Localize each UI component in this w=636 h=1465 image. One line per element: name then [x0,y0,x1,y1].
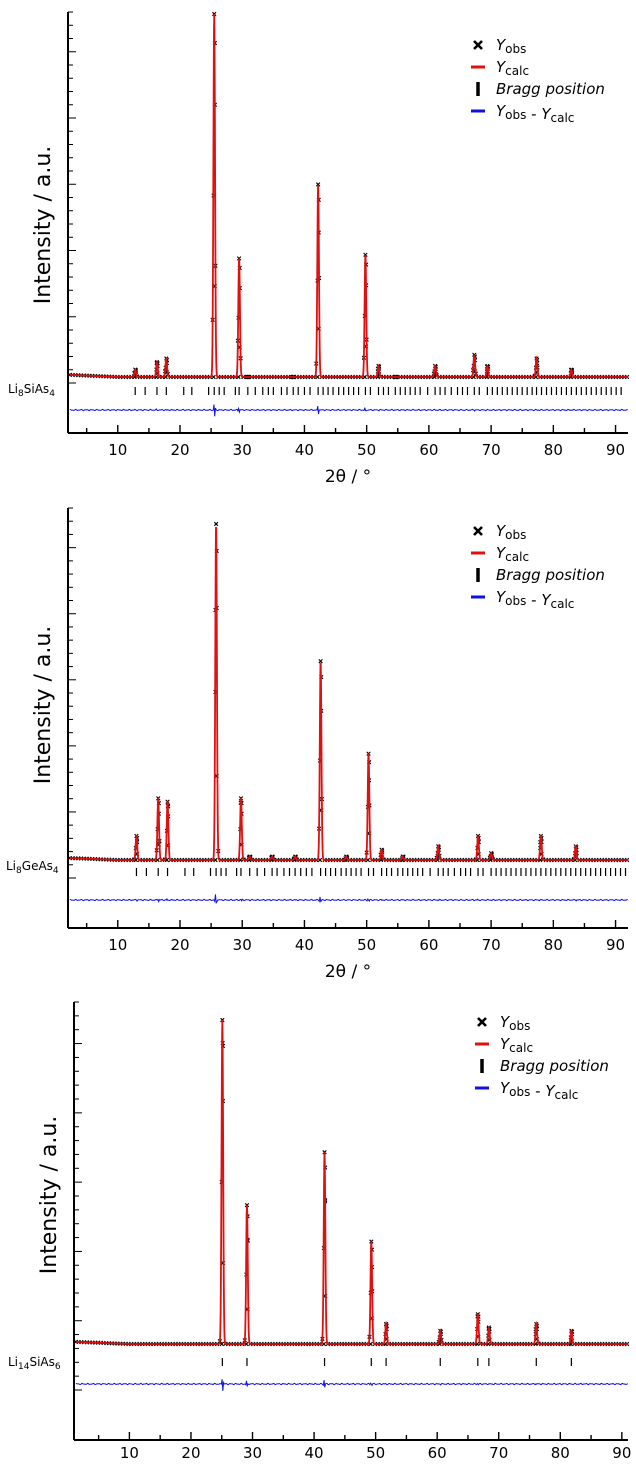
legend-label: Ycalc [496,544,529,564]
bragg-series [135,868,627,876]
legend-label: Yobs - Ycalc [496,588,574,611]
legend-label: Bragg position [496,80,605,98]
x-tick-label: 90 [612,1444,631,1462]
x-tick-label: 60 [428,1444,447,1462]
calc-series [69,527,628,861]
legend-label: Yobs - Ycalc [496,102,574,125]
legend-label: Bragg position [496,566,605,584]
observed-series [67,11,630,380]
legend-label: Bragg position [500,1057,609,1075]
x-tick-label: 40 [295,936,314,954]
x-tick-label: 10 [108,441,127,459]
x-tick-label: 80 [544,441,563,459]
legend-label: Ycalc [500,1035,533,1055]
difference-series [69,894,628,905]
x-tick-label: 30 [233,441,252,459]
difference-series [69,404,628,417]
legend-label: Yobs [496,36,526,56]
panel-li8sias4: 10 20 30 40 50 60 70 80 90 2θ / ° Intensity / a.u.… [8,11,630,487]
x-tick-label: 40 [305,1444,324,1462]
x-axis-label: 2θ / ° [325,962,371,982]
x-tick-label: 10 [108,936,127,954]
y-axis-label: Intensity / a.u. [37,1116,62,1275]
x-tick-label: 70 [482,936,501,954]
x-tick-label: 50 [366,1444,385,1462]
obs-point [213,521,219,527]
x-tick-label: 20 [170,936,189,954]
x-tick-label: 90 [606,441,625,459]
x-axis-label: 2θ / ° [325,467,371,487]
x-tick-label: 60 [419,441,438,459]
calc-series [69,13,628,378]
phase-label: Li14SiAs6 [8,1355,61,1372]
x-tick-label: 40 [295,441,314,459]
obs-point [315,182,321,187]
x-tick-label: 80 [551,1444,570,1462]
obs-point [211,374,216,380]
x-tick-label: 10 [120,1444,139,1462]
legend-label: Yobs [500,1013,530,1033]
legend-label: Yobs [496,522,526,542]
x-tick-label: 50 [357,936,376,954]
x-tick-label: 30 [243,1444,262,1462]
bragg-series [134,387,622,395]
x-tick-label: 70 [489,1444,508,1462]
legend-obs-marker [473,40,483,50]
x-tick-label: 20 [181,1444,200,1462]
x-tick-label: 60 [419,936,438,954]
x-tick-label: 80 [544,936,563,954]
calc-series [75,1019,628,1345]
x-tick-label: 90 [606,936,625,954]
legend-label: Yobs - Ycalc [500,1079,578,1102]
phase-label: Li8GeAs4 [6,859,59,876]
obs-point [363,252,368,257]
legend-label: Ycalc [496,58,529,78]
y-axis-label: Intensity / a.u. [31,626,56,785]
legend-obs-marker [477,1017,487,1027]
y-axis-label: Intensity / a.u. [31,146,56,305]
panel-li8geas4: 10 20 30 40 50 60 70 80 90 2θ / ° Intensity / a.u.… [6,507,630,982]
x-tick-label: 20 [170,441,189,459]
x-tick-label: 30 [233,936,252,954]
bragg-series [221,1358,572,1366]
x-tick-label: 50 [357,441,376,459]
phase-label: Li8SiAs4 [8,382,55,399]
legend-obs-marker [473,526,483,536]
obs-point [318,658,323,664]
x-tick-label: 70 [482,441,501,459]
difference-series [75,1379,628,1391]
